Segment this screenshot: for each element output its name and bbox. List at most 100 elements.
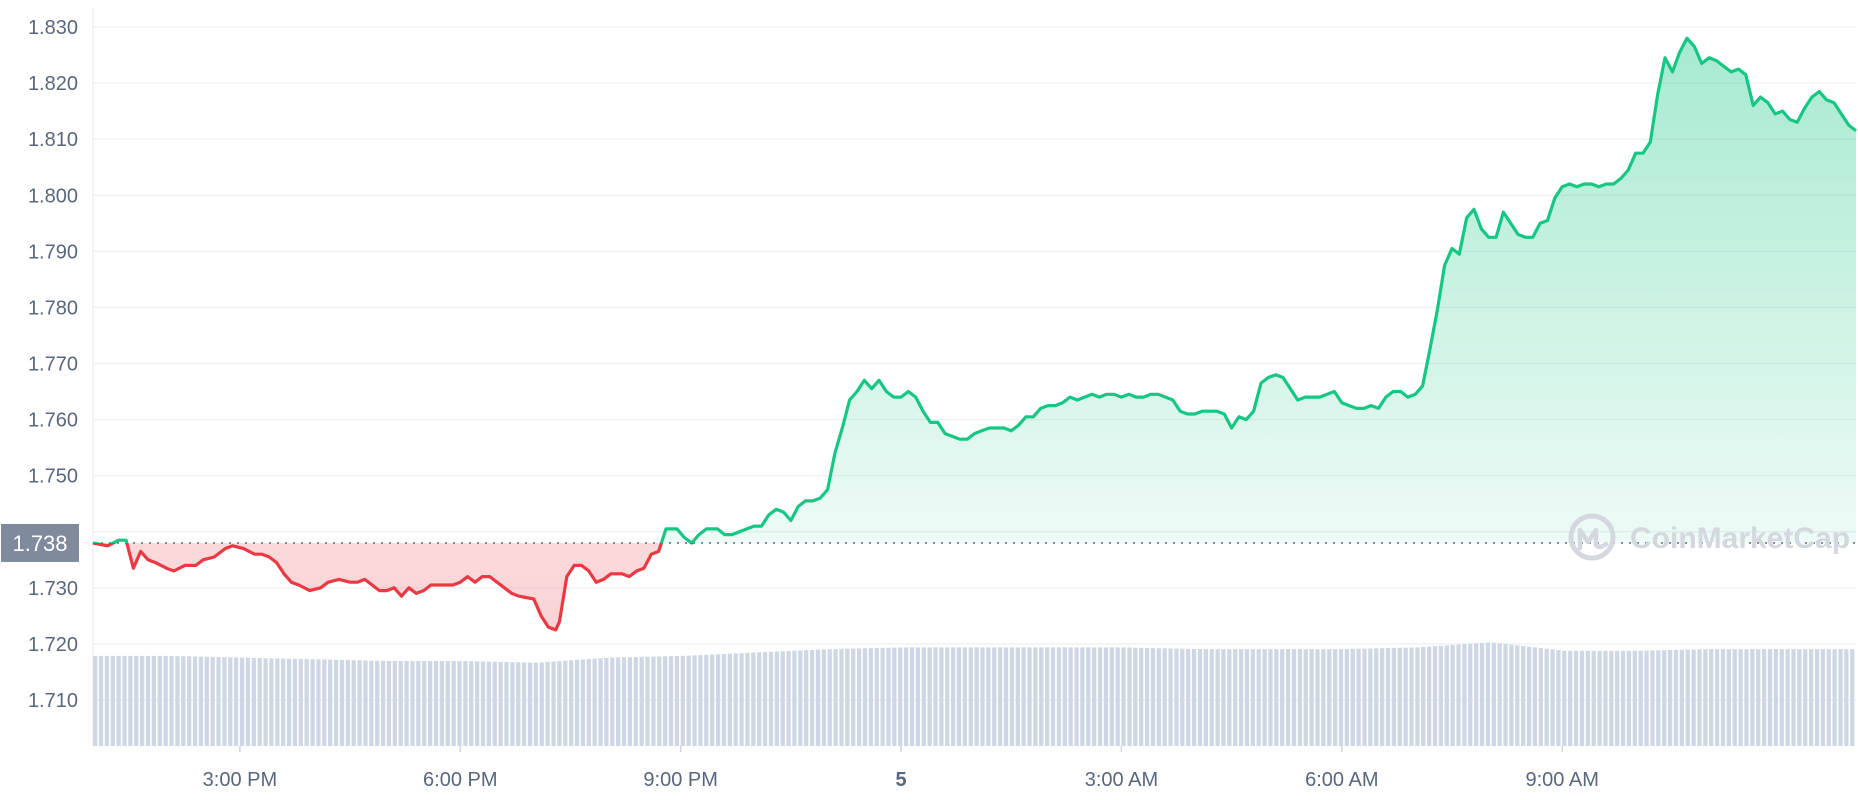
- volume-bar: [234, 657, 239, 746]
- volume-bar: [157, 655, 162, 746]
- volume-bar: [962, 647, 968, 746]
- volume-bar: [451, 661, 456, 746]
- volume-bar: [1568, 650, 1573, 746]
- x-tick-label: 9:00 PM: [643, 769, 717, 791]
- volume-bar: [1532, 647, 1538, 746]
- volume-bar: [833, 648, 838, 746]
- y-tick-label: 1.780: [28, 297, 78, 319]
- volume-bar: [510, 662, 515, 746]
- volume-bar: [580, 659, 586, 746]
- volume-bar: [733, 653, 738, 746]
- volume-bar: [304, 659, 309, 746]
- volume-bar: [369, 660, 374, 746]
- volume-bar: [1538, 648, 1543, 746]
- volume-bar: [1021, 647, 1026, 746]
- volume-bar: [1550, 649, 1555, 746]
- volume-bar: [151, 655, 157, 746]
- volume-bar: [1832, 649, 1837, 746]
- x-tick-label: 5: [895, 769, 906, 791]
- volume-bar: [216, 657, 221, 746]
- volume-bar: [1280, 649, 1285, 746]
- volume-bar: [375, 660, 380, 746]
- volume-bar: [1468, 643, 1473, 746]
- price-line-up: [93, 36, 1857, 543]
- volume-bar: [298, 658, 303, 746]
- volume-bar: [239, 657, 245, 746]
- volume-bar: [245, 657, 251, 746]
- volume-bar: [1503, 644, 1508, 746]
- y-tick-label: 1.710: [28, 690, 78, 712]
- volume-bar: [956, 647, 962, 746]
- volume-bar: [204, 656, 209, 746]
- volume-bar: [422, 661, 427, 746]
- volume-bar: [1597, 650, 1602, 746]
- volume-bar: [1003, 647, 1009, 746]
- volume-bar: [1309, 649, 1314, 746]
- volume-bar: [322, 659, 327, 746]
- volume-bar: [1115, 647, 1120, 746]
- volume-bar: [1679, 649, 1684, 746]
- volume-bar: [1156, 648, 1161, 746]
- watermark: CoinMarketCap: [1568, 513, 1850, 561]
- volume-bar: [1814, 649, 1820, 746]
- volume-bar: [1803, 649, 1808, 746]
- volume-bar: [1238, 649, 1244, 746]
- volume-bar: [1191, 649, 1197, 746]
- x-axis-ticks: 3:00 PM 6:00 PM 9:00 PM 5 3:00 AM 6:00 AM 9:00…: [203, 769, 1599, 791]
- volume-bar: [968, 647, 973, 746]
- volume-bar: [1162, 648, 1167, 746]
- volume-bar: [1626, 650, 1632, 746]
- volume-bar: [1385, 648, 1391, 746]
- volume-bar: [192, 656, 198, 746]
- volume-bar: [704, 654, 709, 746]
- volume-bar: [1344, 649, 1350, 746]
- volume-bar: [98, 655, 104, 746]
- volume-bar: [815, 649, 821, 746]
- volume-bar: [903, 647, 909, 746]
- volume-bar: [163, 655, 168, 746]
- volume-bar: [345, 660, 350, 746]
- volume-bar: [1491, 642, 1496, 746]
- volume-bar: [698, 655, 703, 746]
- volume-bar: [1615, 650, 1620, 746]
- y-tick-label: 1.720: [28, 634, 78, 656]
- volume-bar: [1703, 649, 1708, 746]
- volume-bar: [1427, 646, 1432, 746]
- volume-bar: [751, 652, 756, 746]
- volume-bar: [1356, 648, 1361, 746]
- volume-bar: [569, 660, 574, 746]
- y-tick-label: 1.750: [28, 466, 78, 488]
- volume-bar: [474, 661, 480, 746]
- volume-bar: [1709, 649, 1714, 746]
- volume-bar: [1720, 649, 1726, 746]
- volume-bar: [457, 661, 462, 746]
- volume-bar: [1362, 648, 1367, 746]
- volume-bar: [715, 654, 721, 746]
- y-tick-label: 1.820: [28, 73, 78, 95]
- volume-bar: [921, 647, 926, 746]
- volume-bar: [1221, 649, 1226, 746]
- volume-bar: [1785, 649, 1790, 746]
- volume-bar: [1438, 645, 1444, 746]
- volume-bar: [134, 655, 139, 746]
- volume-bar: [1632, 650, 1637, 746]
- volume-bar: [1303, 649, 1308, 746]
- price-area-up: [113, 38, 1856, 543]
- volume-bar: [1761, 649, 1767, 746]
- volume-bar: [1726, 649, 1731, 746]
- x-tick-label: 9:00 AM: [1525, 769, 1598, 791]
- volume-bar: [492, 661, 497, 746]
- volume-bar: [827, 649, 832, 746]
- volume-bar: [1109, 647, 1114, 746]
- volume-bar: [539, 662, 544, 746]
- volume-bar: [998, 647, 1003, 746]
- volume-bar: [762, 652, 768, 746]
- volume-bar: [680, 655, 685, 746]
- volume-bar: [1144, 647, 1150, 746]
- volume-bar: [892, 647, 897, 746]
- volume-bar: [1256, 649, 1261, 746]
- volume-bar: [1015, 647, 1020, 746]
- volume-bar: [1197, 649, 1203, 746]
